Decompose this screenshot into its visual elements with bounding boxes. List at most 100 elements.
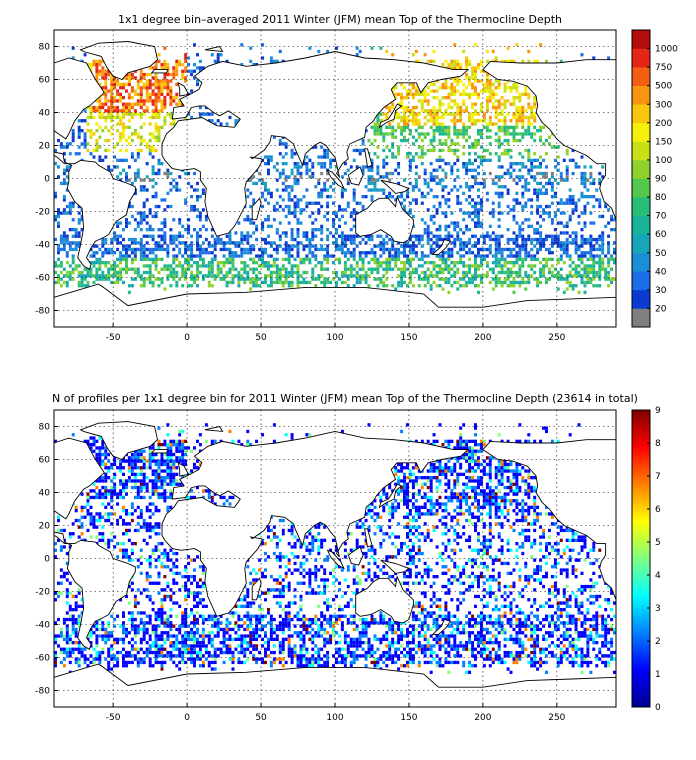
data-cell <box>494 138 498 143</box>
data-cell <box>580 257 584 261</box>
data-cell <box>527 224 531 228</box>
data-cell <box>249 637 253 641</box>
data-cell <box>346 284 350 288</box>
data-cell <box>136 175 140 179</box>
data-cell <box>394 654 398 658</box>
data-cell <box>556 657 560 661</box>
data-cell <box>142 234 146 238</box>
data-cell <box>151 251 155 255</box>
data-cell <box>296 657 300 661</box>
data-cell <box>243 267 247 271</box>
data-cell <box>426 261 430 265</box>
data-cell <box>429 244 433 248</box>
data-cell <box>340 175 344 179</box>
data-cell <box>296 634 300 638</box>
data-cell <box>151 115 155 120</box>
data-cell <box>500 96 504 100</box>
data-cell <box>355 657 359 661</box>
data-cell <box>148 267 152 271</box>
data-cell <box>494 234 498 238</box>
data-cell <box>142 138 146 143</box>
data-cell <box>219 267 223 271</box>
data-cell <box>515 251 519 255</box>
data-cell <box>346 168 350 172</box>
data-cell <box>598 277 602 281</box>
data-cell <box>249 280 253 285</box>
data-cell <box>465 171 469 176</box>
data-cell <box>246 641 250 645</box>
data-cell <box>420 234 424 238</box>
data-cell <box>577 165 581 169</box>
data-cell <box>323 254 327 258</box>
data-cell <box>296 664 300 668</box>
data-cell <box>521 647 525 651</box>
data-cell <box>423 654 427 658</box>
data-cell <box>122 112 125 116</box>
data-cell <box>589 171 593 176</box>
data-cell <box>210 660 214 665</box>
data-cell <box>264 277 267 281</box>
data-cell <box>586 660 590 665</box>
data-cell <box>275 231 279 235</box>
data-cell <box>125 138 128 143</box>
data-cell <box>494 191 498 195</box>
data-cell <box>151 102 155 106</box>
data-cell <box>432 280 436 285</box>
data-cell <box>391 654 395 658</box>
data-cell <box>465 284 469 288</box>
data-cell <box>400 650 404 655</box>
data-cell <box>125 261 128 265</box>
data-cell <box>264 641 267 645</box>
data-cell <box>198 218 202 222</box>
data-cell <box>290 244 294 248</box>
data-cell <box>553 165 557 169</box>
data-cell <box>500 59 504 63</box>
data-cell <box>509 637 513 641</box>
data-cell <box>512 102 516 106</box>
data-cell <box>190 234 194 238</box>
data-cell <box>326 228 330 232</box>
data-cell <box>414 138 418 143</box>
data-cell <box>376 165 380 169</box>
data-cell <box>420 109 424 113</box>
data-cell <box>512 99 516 103</box>
data-cell <box>261 56 265 60</box>
data-cell <box>468 195 472 199</box>
data-cell <box>261 204 265 209</box>
data-cell <box>583 657 587 661</box>
data-cell <box>196 66 199 70</box>
data-cell <box>86 274 90 278</box>
data-cell <box>577 274 581 278</box>
data-cell <box>553 267 557 271</box>
data-cell <box>258 284 262 288</box>
data-cell <box>74 231 78 235</box>
data-cell <box>376 257 380 261</box>
data-cell <box>607 241 611 245</box>
data-cell <box>586 257 590 261</box>
data-cell <box>104 237 108 242</box>
data-cell <box>62 231 66 235</box>
data-cell <box>474 122 477 126</box>
data-cell <box>352 251 356 255</box>
data-cell <box>450 92 454 96</box>
data-cell <box>133 270 137 275</box>
data-cell <box>482 82 486 87</box>
data-cell <box>411 244 415 248</box>
data-cell <box>497 660 501 665</box>
data-cell <box>267 637 270 641</box>
data-cell <box>122 247 125 252</box>
data-cell <box>95 72 99 77</box>
data-cell <box>246 234 250 238</box>
data-cell <box>565 657 569 661</box>
data-cell <box>500 191 504 195</box>
data-cell <box>74 647 78 651</box>
data-cell <box>438 228 442 232</box>
data-cell <box>468 641 472 645</box>
data-cell <box>86 657 90 661</box>
data-cell <box>196 254 199 258</box>
data-cell <box>426 234 430 238</box>
data-cell <box>444 198 448 202</box>
data-cell <box>160 63 164 67</box>
data-cell <box>438 178 442 182</box>
data-cell <box>125 664 128 668</box>
